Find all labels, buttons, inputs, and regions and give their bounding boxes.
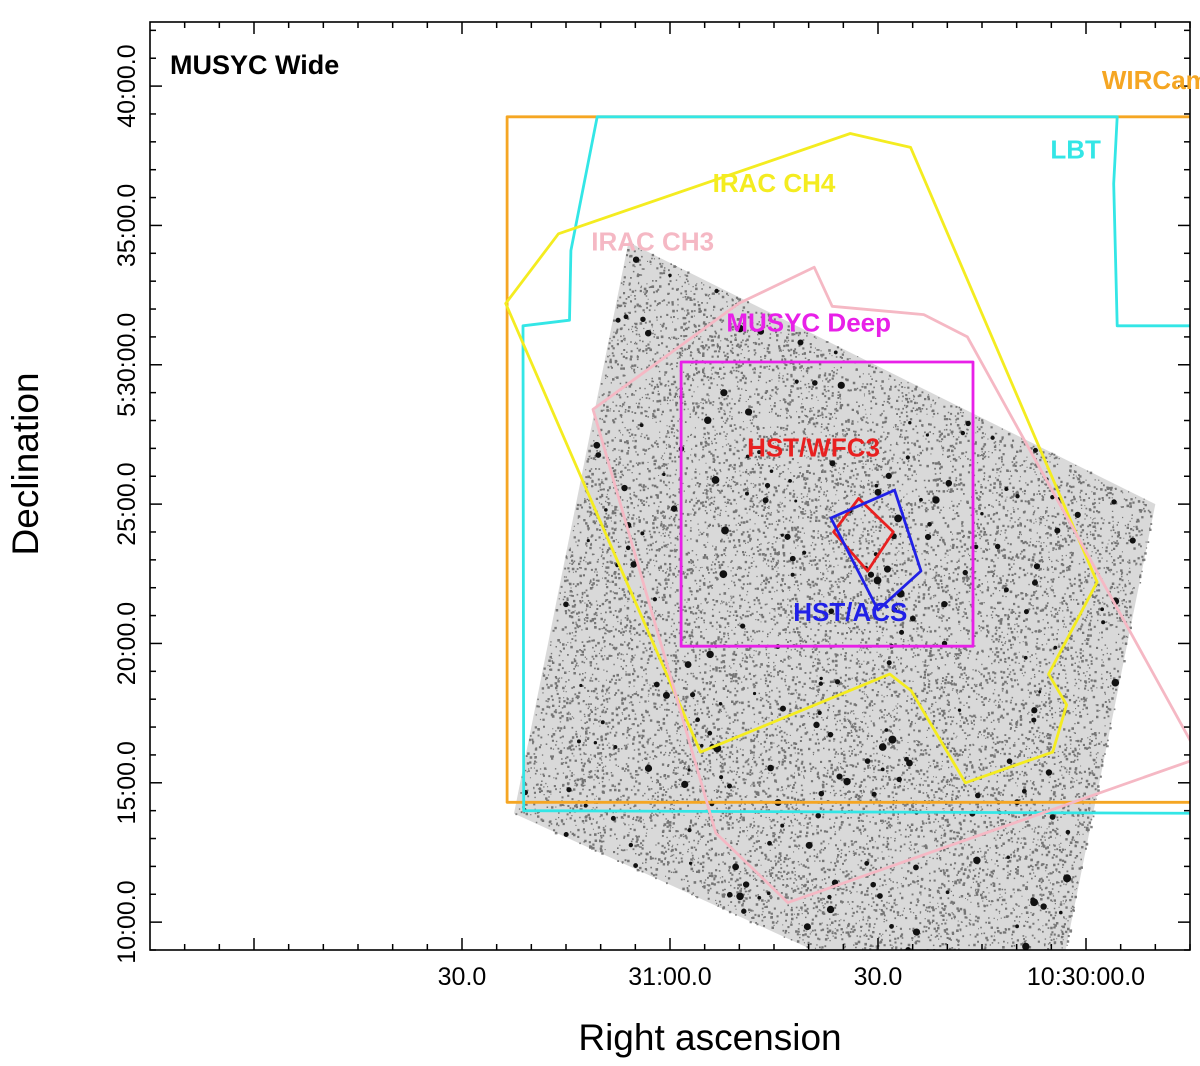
y-tick-label: 10:00.0 xyxy=(113,880,141,963)
y-tick-label: 35:00.0 xyxy=(113,184,141,267)
xray-image xyxy=(514,242,1156,950)
footprint-hst-acs xyxy=(829,488,923,612)
label-hst-wfc3: HST/WFC3 xyxy=(747,433,880,463)
y-tick-label: 25:00.0 xyxy=(113,462,141,545)
x-axis: 30.031:00.030.010:30:00.029:30.0 xyxy=(183,22,1191,991)
label-musyc-deep: MUSYC Deep xyxy=(726,307,891,337)
footprint-labels: WIRCam LBT IRAC CH4 IRAC CH3 MUSYC Deep HST/W… xyxy=(591,65,1200,627)
image-noise xyxy=(515,243,1153,950)
label-wircam: WIRCam xyxy=(1102,65,1200,95)
label-irac-ch4: IRAC CH4 xyxy=(713,168,836,198)
y-tick-label: 15:00.0 xyxy=(113,741,141,824)
footprint-hst-wfc3 xyxy=(832,497,895,573)
y-axis-title: Declination xyxy=(5,372,46,555)
x-tick-label: 30.0 xyxy=(438,963,487,991)
x-tick-label: 31:00.0 xyxy=(628,963,711,991)
footprint-irac-ch4 xyxy=(504,132,1099,785)
x-tick-label: 30.0 xyxy=(854,963,903,991)
footprint-lbt xyxy=(521,115,1190,815)
y-tick-label: 40:00.0 xyxy=(113,44,141,127)
y-tick-label: 5:30:00.0 xyxy=(113,313,141,417)
y-tick-label: 20:00.0 xyxy=(113,602,141,685)
footprint-musyc-deep xyxy=(679,360,975,648)
x-axis-title: Right ascension xyxy=(578,1017,841,1058)
corner-label: MUSYC Wide xyxy=(170,50,339,80)
label-hst-acs: HST/ACS xyxy=(793,597,907,627)
label-lbt: LBT xyxy=(1050,135,1101,165)
label-irac-ch3: IRAC CH3 xyxy=(591,227,714,257)
footprint-irac-ch3 xyxy=(591,265,1190,904)
footprints xyxy=(504,115,1190,904)
y-axis: 10:00.0 15:00.0 20:00.0 25:00.0 5:30:00.0 35:… xyxy=(113,29,1190,964)
x-tick-label: 10:30:00.0 xyxy=(1027,963,1145,991)
